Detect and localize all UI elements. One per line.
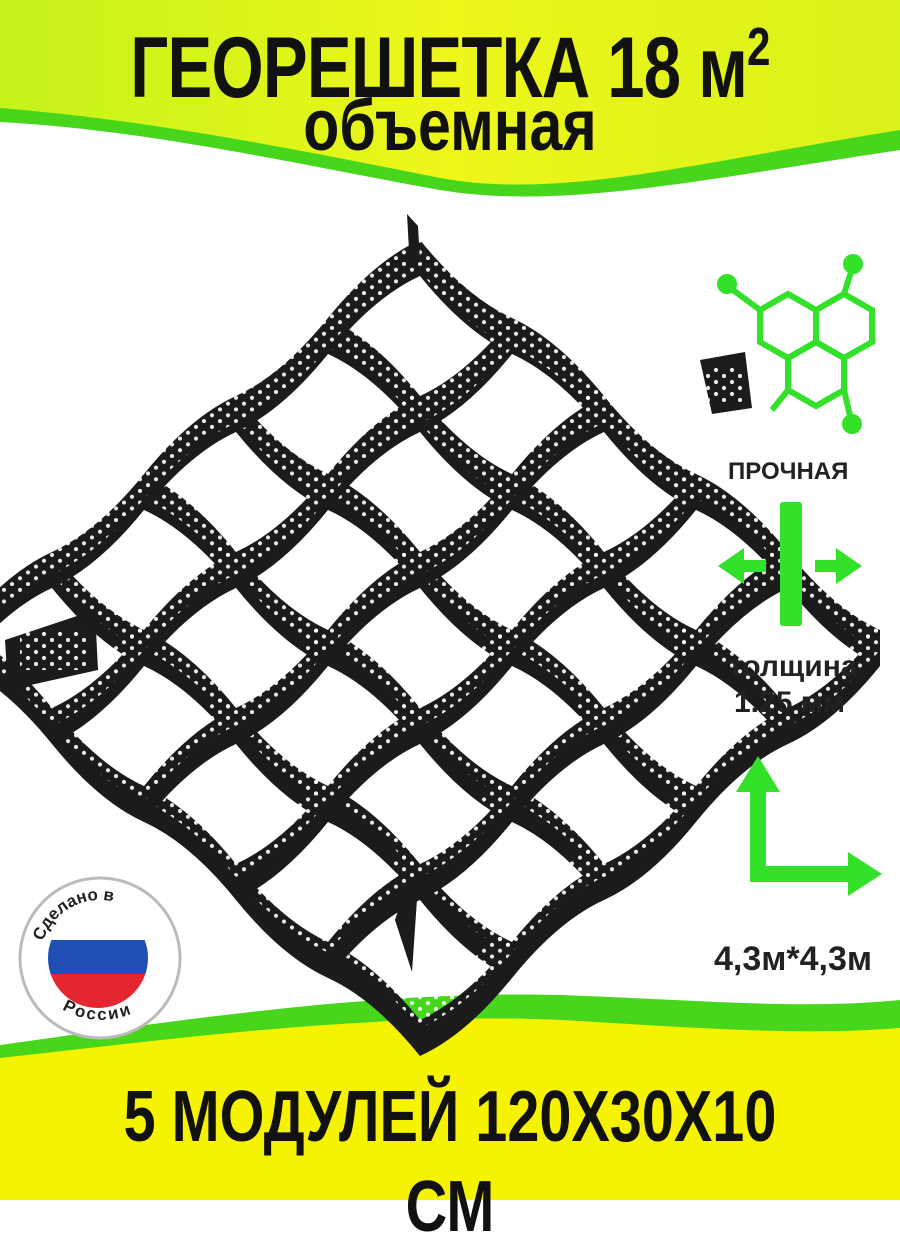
background [0,0,900,1200]
geocell-perforation-9 [696,615,788,726]
geocell-strip-29 [328,942,420,1056]
thickness-value: 1.25 мм [734,686,846,719]
arrows-split-icon [718,502,862,626]
geocell-perforation-59 [420,917,512,1029]
geocell-perforation-43 [236,615,328,726]
geocell-product-image [0,214,880,1056]
footer-text: 5 МОДУЛЕЙ 120Х30Х10 СМ [123,1077,777,1247]
geocell-perforation-15 [144,463,236,575]
geocell-perforation-45 [604,463,696,575]
bottom-banner [0,1018,900,1200]
geocell-perforation-4 [788,539,880,651]
geocell-perforation-49 [236,766,328,877]
geocell-perforation-7 [512,463,604,575]
geocell-perforation-55 [788,615,880,726]
geocell-perforation-36 [328,388,420,499]
geocell-perforation-0 [420,236,512,348]
geocell-strip-58 [512,864,604,978]
geocell-perforation-41 [420,463,512,575]
bottom-banner-green-wave [0,994,900,1062]
title-superscript: 2 [747,17,770,77]
feature-icons [717,254,882,896]
geocell-perforation-5 [328,312,420,424]
page-title: ГЕОРЕШЕТКА 18 м2 [99,2,801,113]
geocell-perforation-44 [144,690,236,802]
geocell-perforation-38 [144,539,236,651]
geocell-perforation-53 [420,766,512,877]
geocell-top-tab [407,214,420,268]
size-value: 4,3м*4,3м [714,940,873,978]
geocell-perforation-56 [696,690,788,802]
geocell-strip-27 [144,786,236,900]
top-banner-green-wave [0,108,900,197]
geocell-perforation-17 [328,615,420,726]
flag-blue-stripe [48,940,148,975]
geocell-perforation-34 [0,539,52,609]
geocell-strips [0,236,880,1056]
geocell-perforation-54 [328,842,420,953]
geocell-perforation-47 [420,615,512,726]
title-text: ГЕОРЕШЕТКА 18 м [130,20,748,116]
geocell-perforation-2 [604,388,696,499]
geocell-perforation-40 [512,388,604,499]
geocell-perforation-33 [52,463,144,575]
geocell-perforation-37 [236,463,328,575]
geocell-perforation-30 [328,236,420,348]
geocell-strip-54 [328,864,420,978]
geocell-perforation-13 [512,615,604,726]
geocell-perforation-42 [328,539,420,651]
geocell-perforation-52 [512,690,604,802]
geocell-bottom-tab [395,880,418,972]
geocell-perforation-58 [512,842,604,953]
geocell-perforation-11 [328,463,420,575]
geocell-perforation-35 [420,312,512,424]
strength-label: ПРОЧНАЯ [728,458,849,485]
molecule-icon [717,254,875,434]
geocell-perforation-32 [144,388,236,499]
geocell-perforation-48 [328,690,420,802]
geocell-perforation-39 [52,615,144,726]
geocell-perforation-31 [236,312,328,424]
geocell-perforation-51 [604,615,696,726]
geocell-perforation-3 [696,463,788,575]
made-in-russia-badge: Сделано в России [18,876,182,1040]
page-subtitle: объемная [303,86,597,166]
thickness-label: толщина [728,650,858,683]
geocell-perforation-46 [512,539,604,651]
geocell-perforation-21 [144,615,236,726]
geocell-perforation-57 [604,766,696,877]
corner-axes-icon [736,756,882,896]
geocell-perforation-1 [512,312,604,424]
